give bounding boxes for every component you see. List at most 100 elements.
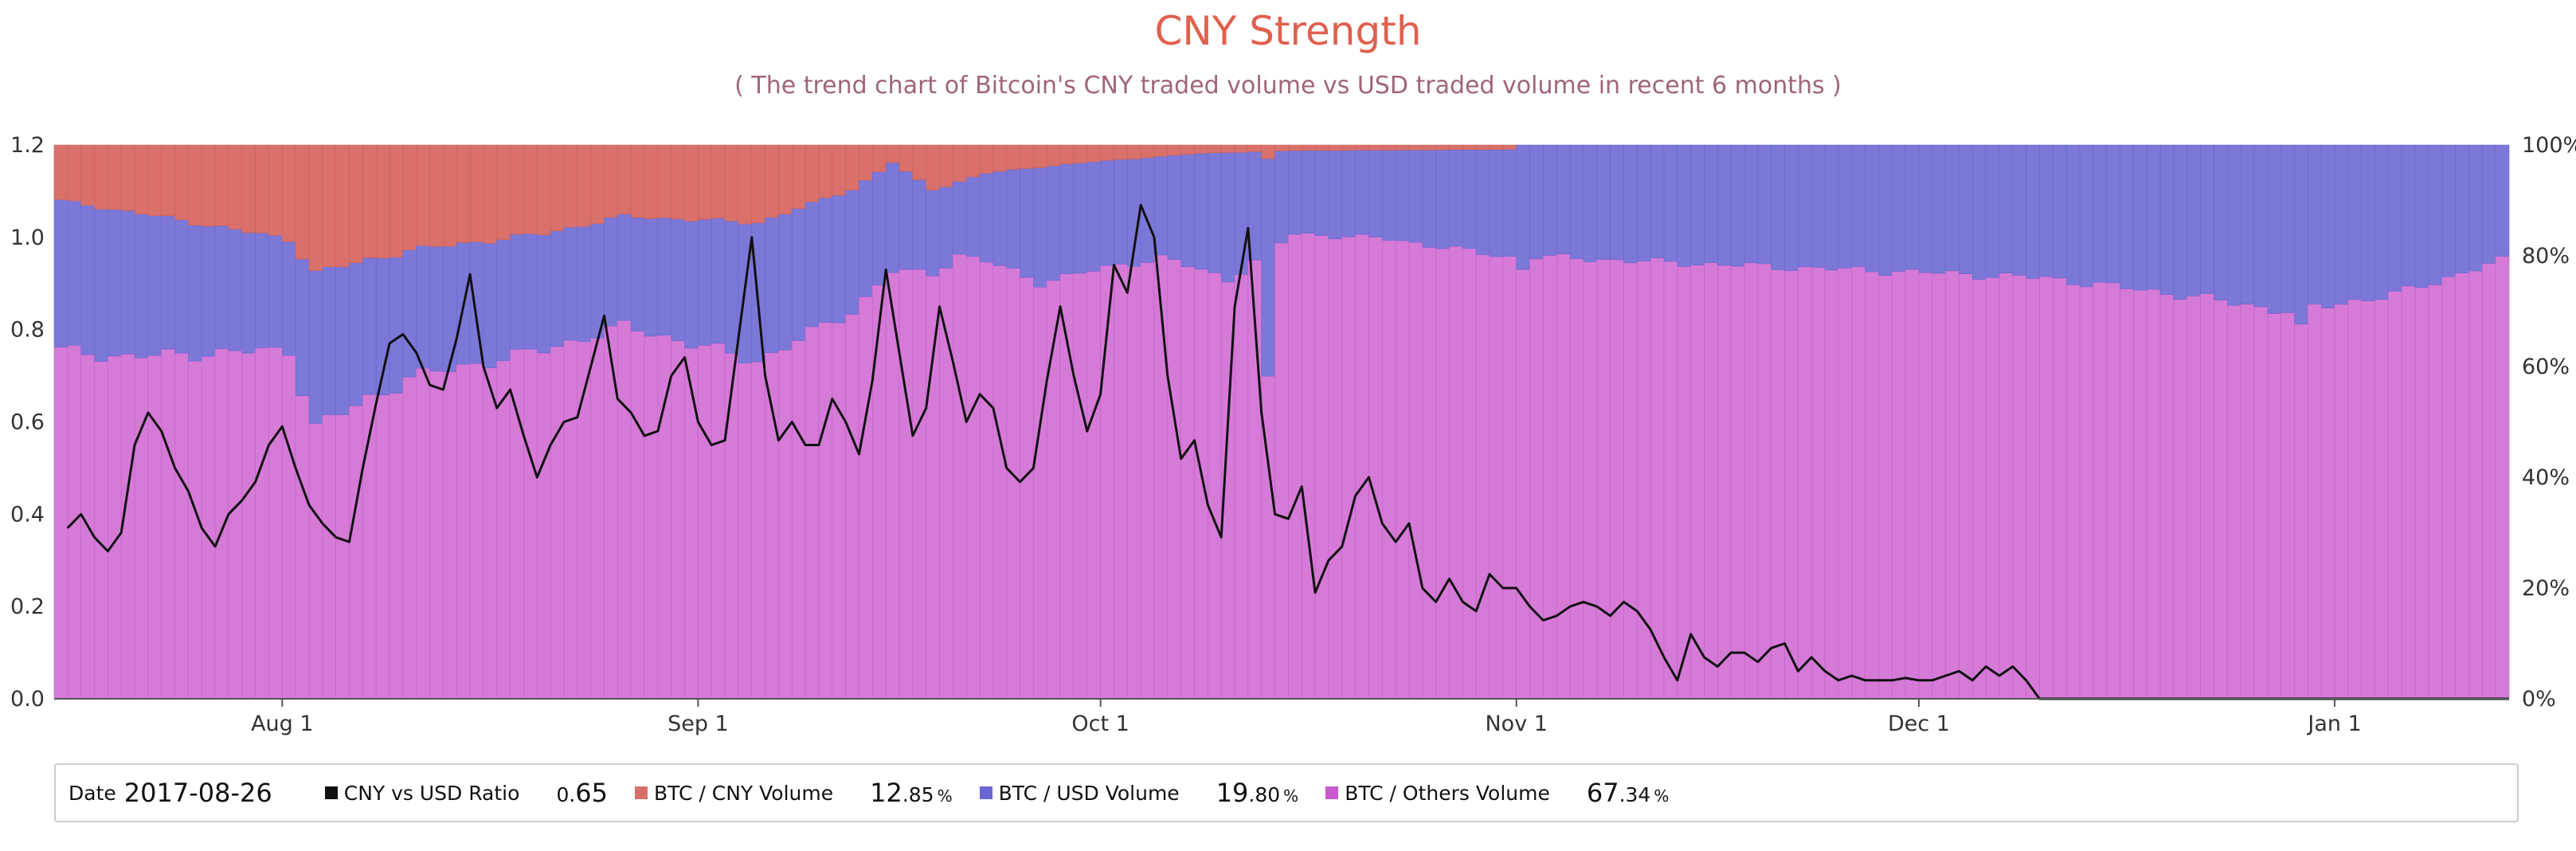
bar-usd[interactable] xyxy=(1475,149,1490,255)
bar-cny[interactable] xyxy=(161,144,175,217)
bar-cny[interactable] xyxy=(268,144,283,236)
bar-usd[interactable] xyxy=(214,225,229,349)
bar-usd[interactable] xyxy=(1677,144,1691,267)
bar-cny[interactable] xyxy=(724,144,739,222)
bar-cny[interactable] xyxy=(67,144,81,202)
bar-others[interactable] xyxy=(523,348,538,700)
bar-cny[interactable] xyxy=(818,144,833,198)
bar-cny[interactable] xyxy=(228,144,243,229)
bar-cny[interactable] xyxy=(1489,144,1504,150)
bar-usd[interactable] xyxy=(295,258,310,397)
bar-others[interactable] xyxy=(791,340,806,700)
bar-usd[interactable] xyxy=(778,214,793,351)
bar-usd[interactable] xyxy=(1824,144,1839,271)
bar-others[interactable] xyxy=(1690,265,1705,700)
bar-others[interactable] xyxy=(2308,304,2322,700)
bar-others[interactable] xyxy=(1368,237,1383,700)
bar-cny[interactable] xyxy=(1395,144,1410,151)
bar-cny[interactable] xyxy=(1140,144,1155,159)
bar-cny[interactable] xyxy=(1153,144,1169,157)
bar-usd[interactable] xyxy=(2053,144,2067,279)
bar-others[interactable] xyxy=(335,414,350,700)
bar-usd[interactable] xyxy=(268,235,283,348)
bar-others[interactable] xyxy=(1623,262,1638,700)
bar-usd[interactable] xyxy=(255,233,269,348)
bar-others[interactable] xyxy=(2093,281,2108,700)
bar-others[interactable] xyxy=(2428,284,2443,700)
bar-others[interactable] xyxy=(1395,240,1410,700)
bar-others[interactable] xyxy=(2106,282,2120,700)
bar-others[interactable] xyxy=(228,350,243,700)
bar-cny[interactable] xyxy=(1368,144,1383,151)
bar-cny[interactable] xyxy=(1127,144,1141,159)
bar-others[interactable] xyxy=(416,367,430,700)
bar-others[interactable] xyxy=(1569,258,1584,700)
bar-usd[interactable] xyxy=(53,199,69,347)
bar-others[interactable] xyxy=(2186,296,2201,700)
bar-usd[interactable] xyxy=(644,218,659,337)
bar-usd[interactable] xyxy=(630,217,645,331)
bar-usd[interactable] xyxy=(2347,144,2363,300)
bar-others[interactable] xyxy=(965,256,981,700)
legend-item-others[interactable]: BTC / Others Volume xyxy=(1325,782,1550,805)
bar-cny[interactable] xyxy=(590,144,605,225)
bar-others[interactable] xyxy=(2200,293,2214,700)
bar-cny[interactable] xyxy=(389,144,404,258)
bar-usd[interactable] xyxy=(832,194,846,324)
bar-usd[interactable] xyxy=(550,230,565,347)
bar-cny[interactable] xyxy=(147,144,162,216)
bar-usd[interactable] xyxy=(1020,168,1034,278)
bar-others[interactable] xyxy=(1596,259,1611,700)
bar-usd[interactable] xyxy=(2186,144,2201,296)
bar-others[interactable] xyxy=(2026,278,2040,700)
bar-usd[interactable] xyxy=(510,233,524,350)
bar-usd[interactable] xyxy=(1771,144,1785,270)
bar-usd[interactable] xyxy=(228,229,243,351)
bar-cny[interactable] xyxy=(1328,144,1343,151)
bar-usd[interactable] xyxy=(2120,144,2134,289)
bar-usd[interactable] xyxy=(1932,144,1946,274)
bar-others[interactable] xyxy=(2347,299,2363,700)
bar-others[interactable] xyxy=(483,367,498,700)
bar-usd[interactable] xyxy=(979,173,994,263)
bar-cny[interactable] xyxy=(1208,144,1222,154)
bar-usd[interactable] xyxy=(134,214,149,359)
bar-usd[interactable] xyxy=(1449,149,1463,247)
bar-cny[interactable] xyxy=(1355,144,1369,151)
bar-cny[interactable] xyxy=(965,144,981,178)
bar-others[interactable] xyxy=(214,348,229,700)
bar-others[interactable] xyxy=(469,363,484,700)
bar-others[interactable] xyxy=(1798,266,1812,700)
bar-cny[interactable] xyxy=(845,144,859,190)
bar-usd[interactable] xyxy=(617,214,632,321)
bar-others[interactable] xyxy=(1489,256,1504,700)
bar-usd[interactable] xyxy=(2159,144,2175,295)
bar-others[interactable] xyxy=(1583,261,1598,700)
bar-cny[interactable] xyxy=(120,144,135,211)
bar-usd[interactable] xyxy=(1999,144,2014,273)
bar-others[interactable] xyxy=(443,371,457,700)
bar-usd[interactable] xyxy=(2065,144,2081,285)
bar-others[interactable] xyxy=(1020,276,1034,700)
bar-others[interactable] xyxy=(644,335,659,700)
bar-others[interactable] xyxy=(751,361,765,700)
bar-usd[interactable] xyxy=(724,221,739,354)
bar-usd[interactable] xyxy=(1382,150,1396,241)
bar-usd[interactable] xyxy=(1368,150,1383,237)
bar-cny[interactable] xyxy=(1475,144,1490,151)
bar-others[interactable] xyxy=(1704,262,1718,700)
bar-usd[interactable] xyxy=(2308,144,2322,304)
bar-usd[interactable] xyxy=(2106,144,2120,284)
bar-others[interactable] xyxy=(1529,258,1544,700)
bar-usd[interactable] xyxy=(563,226,578,341)
bar-cny[interactable] xyxy=(469,144,484,242)
bar-others[interactable] xyxy=(536,352,551,700)
bar-usd[interactable] xyxy=(2468,144,2483,272)
bar-usd[interactable] xyxy=(1261,158,1275,377)
bar-others[interactable] xyxy=(1999,273,2014,700)
bar-others[interactable] xyxy=(1462,248,1477,700)
bar-usd[interactable] xyxy=(1180,154,1195,268)
bar-cny[interactable] xyxy=(711,144,726,218)
bar-others[interactable] xyxy=(1382,240,1396,700)
bar-usd[interactable] xyxy=(1274,151,1289,244)
